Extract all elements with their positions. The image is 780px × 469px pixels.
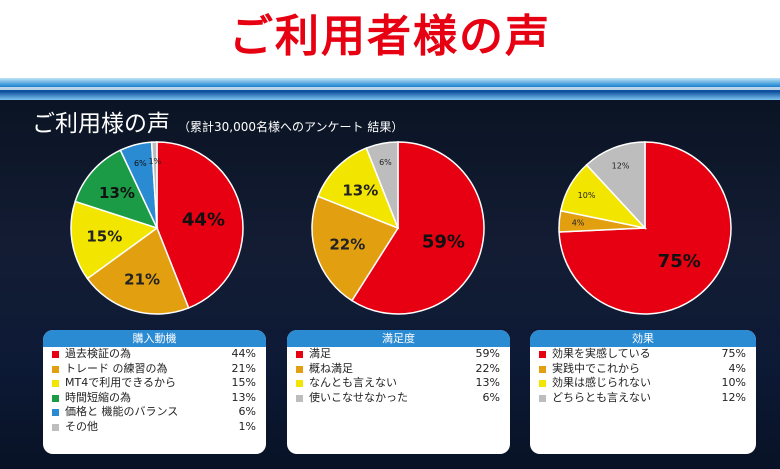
legend-value: 59% xyxy=(475,347,500,360)
legend-item: なんとも言えない 13% xyxy=(287,376,510,391)
legend-label: どちらとも言えない xyxy=(552,390,651,404)
legend-label: 時間短縮の為 xyxy=(65,390,131,404)
legend-label: 価格と 機能のバランス xyxy=(65,405,179,419)
legend-item: 実践中でこれから 4% xyxy=(530,362,756,377)
legend-title: 効果 xyxy=(530,330,756,347)
legend-value: 15% xyxy=(231,376,256,390)
legend-label: トレード の練習の為 xyxy=(65,361,168,375)
legend-item: 価格と 機能のバランス 6% xyxy=(43,405,266,420)
legend-value: 21% xyxy=(231,361,256,375)
legend-value: 13% xyxy=(231,390,256,404)
legend-swatch xyxy=(296,394,303,402)
legend-item: どちらとも言えない 12% xyxy=(530,391,756,406)
legend-swatch xyxy=(52,409,59,417)
pie-slice xyxy=(350,141,485,315)
pie-slice-label: 1% xyxy=(149,157,162,166)
legend-swatch xyxy=(52,394,59,402)
legend-item: トレード の練習の為 21% xyxy=(43,362,266,377)
pie-slice-label: 44% xyxy=(182,209,225,230)
legend-label: 過去検証の為 xyxy=(65,347,131,360)
legend-item: 効果は感じられない 10% xyxy=(530,376,756,391)
pie-slice-label: 6% xyxy=(379,158,392,167)
legend-item: 概ね満足 22% xyxy=(287,362,510,377)
legend-box: 効果 効果を実感している 75% 実践中でこれから 4% 効果は感じられない 10% どちらと… xyxy=(530,330,756,454)
legend-item: 使いこなせなかった 6% xyxy=(287,391,510,406)
pie-slice xyxy=(317,147,400,230)
legend-value: 12% xyxy=(721,390,746,404)
legend-item: 時間短縮の為 13% xyxy=(43,391,266,406)
legend-item: 満足 59% xyxy=(287,347,510,362)
legend-label: MT4で利用できるから xyxy=(65,376,176,390)
legend-swatch xyxy=(52,380,59,388)
pie-slice-label: 59% xyxy=(422,232,465,253)
legend-swatch xyxy=(296,380,303,388)
legend-swatch xyxy=(296,351,303,358)
pie-slice xyxy=(70,200,159,280)
survey-note: （累計30,000名様へのアンケート 結果） xyxy=(178,120,404,134)
legend-swatch xyxy=(539,365,546,373)
legend-swatch xyxy=(539,351,546,358)
legend-value: 44% xyxy=(231,347,256,360)
legend-label: なんとも言えない xyxy=(309,376,397,390)
legend-value: 6% xyxy=(482,390,500,404)
pie-slice xyxy=(86,226,190,315)
legend-item: 過去検証の為 44% xyxy=(43,347,266,362)
pie-slice-label: 12% xyxy=(612,161,630,170)
legend-swatch xyxy=(296,365,303,373)
legend-label: 実践中でこれから xyxy=(552,361,640,375)
legend-item: MT4で利用できるから 15% xyxy=(43,376,266,391)
legend-swatch xyxy=(52,351,59,358)
legend-label: 使いこなせなかった xyxy=(309,390,408,404)
legend-value: 6% xyxy=(238,405,256,419)
legend-label: 効果は感じられない xyxy=(552,376,651,390)
pie-slice xyxy=(585,141,646,230)
legend-value: 75% xyxy=(721,347,746,360)
pie-slice-label: 75% xyxy=(658,251,701,272)
legend-value: 22% xyxy=(475,361,500,375)
section-title: ご利用様の声 xyxy=(32,111,170,137)
legend-title: 購入動機 xyxy=(43,330,266,347)
legend-value: 10% xyxy=(721,376,746,390)
decorative-stripe xyxy=(0,78,780,100)
legend-item: その他 1% xyxy=(43,420,266,435)
banner-title: ご利用者様の声 xyxy=(229,11,551,62)
section-heading: ご利用様の声 （累計30,000名様へのアンケート 結果） xyxy=(32,104,403,138)
legend-swatch xyxy=(52,423,59,431)
pie-slice-label: 21% xyxy=(124,270,160,288)
pie-slice xyxy=(156,141,244,309)
pie-slice-label: 15% xyxy=(86,228,122,246)
pie-slice-label: 22% xyxy=(329,236,365,254)
legend-swatch xyxy=(539,380,546,388)
legend-title: 満足度 xyxy=(287,330,510,347)
pie-slice xyxy=(74,149,159,230)
legend-value: 1% xyxy=(238,419,256,433)
title-banner: ご利用者様の声 xyxy=(0,0,780,78)
pie-slice-label: 13% xyxy=(99,184,135,202)
legend-value: 13% xyxy=(475,376,500,390)
pie-slice xyxy=(365,141,399,229)
pie-slice-label: 4% xyxy=(572,219,585,228)
legend-swatch xyxy=(539,394,546,402)
legend-label: その他 xyxy=(65,419,98,433)
legend-label: 概ね満足 xyxy=(309,361,353,375)
legend-box: 満足度 満足 59% 概ね満足 22% なんとも言えない 13% 使いこなせなかった 6% xyxy=(287,330,510,454)
legend-box: 購入動機 過去検証の為 44% トレード の練習の為 21% MT4で利用できるから 15%… xyxy=(43,330,266,454)
pie-slice xyxy=(150,141,158,229)
legend-swatch xyxy=(52,365,59,373)
legend-item: 効果を実感している 75% xyxy=(530,347,756,362)
legend-label: 効果を実感している xyxy=(552,347,651,360)
pie-slice-label: 6% xyxy=(134,159,147,168)
pie-slice xyxy=(311,195,400,302)
pie-slice-label: 13% xyxy=(342,182,378,200)
legend-label: 満足 xyxy=(309,347,331,360)
pie-slice-label: 10% xyxy=(578,191,596,200)
legend-value: 4% xyxy=(728,361,746,375)
